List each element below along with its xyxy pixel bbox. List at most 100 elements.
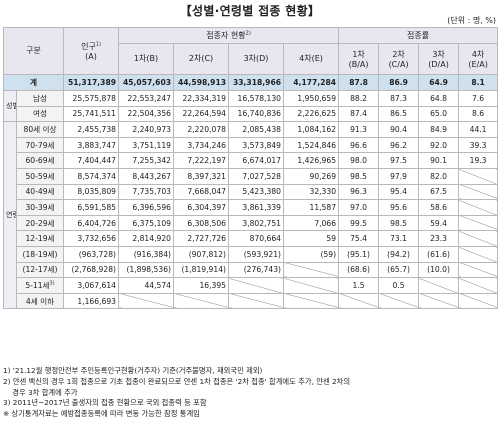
cell-r3: 64.9	[418, 73, 460, 92]
cell-d2	[173, 292, 230, 310]
cell-r4	[458, 246, 499, 263]
cell-r1: 88.2	[338, 90, 380, 107]
cell-pop: (2,768,928)	[63, 261, 120, 279]
cell-d2: 22,264,594	[173, 105, 230, 123]
cell-d1: 2,240,973	[118, 121, 175, 138]
cell-r2: 95.4	[378, 183, 420, 201]
cell-d3: 16,740,836	[228, 105, 285, 123]
table-row: 4세 이하 1,166,693	[4, 292, 499, 310]
cell-pop: 25,575,878	[63, 90, 120, 107]
cell-r2: (65.7)	[378, 261, 420, 279]
footnote: 1) '21.12월 행정안전부 주민등록인구현황(거주자) 기준(거주불명자,…	[3, 366, 263, 375]
cell-d4: 7,066	[283, 214, 340, 232]
header-rate1-label: 1차	[352, 49, 365, 59]
table-row: 70-79세 3,883,747 3,751,119 3,734,246 3,573,8…	[4, 136, 499, 154]
group-label-gender: 성별	[3, 90, 17, 123]
header-dose2: 2차(C)	[173, 42, 230, 75]
cell-r4	[458, 214, 499, 232]
cell-r2: 86.5	[378, 105, 420, 123]
header-population-label: 인구	[81, 41, 96, 51]
table-row: 여성 25,741,511 22,504,356 22,264,594 16,740,8…	[4, 105, 499, 123]
table-row: 40-49세 8,035,809 7,735,703 7,668,047 5,423,3…	[4, 183, 499, 201]
cell-r1: 1.5	[338, 277, 380, 294]
header-population: 인구1) (A)	[63, 27, 120, 75]
cell-d2: 2,220,078	[173, 121, 230, 138]
header-rate: 접종률	[338, 27, 499, 44]
cell-d3: 6,674,017	[228, 152, 285, 170]
cell-d4: 1,524,846	[283, 136, 340, 154]
cell-pop: 3,732,656	[63, 230, 120, 248]
cell-d2: 16,395	[173, 277, 230, 294]
table-row: 성별남성25,575,87822,553,24722,334,31916,578…	[3, 90, 499, 123]
header-population-sup: 1)	[95, 41, 101, 48]
row-label: 남성	[15, 90, 65, 107]
cell-r3: 90.1	[418, 152, 460, 170]
cell-r3: 64.8	[418, 90, 460, 107]
cell-r3: 67.5	[418, 183, 460, 201]
cell-d3: (593,921)	[228, 246, 285, 263]
cell-d1: 45,057,603	[118, 73, 175, 92]
table-row: 30-39세 6,591,585 6,396,596 6,304,397 3,861,3…	[4, 199, 499, 216]
table-body: 계 51,317,389 45,057,603 44,598,913 33,318,96…	[2, 73, 499, 310]
footnotes: 1) '21.12월 행정안전부 주민등록인구현황(거주자) 기준(거주불명자,…	[3, 366, 497, 420]
cell-d4: 1,950,659	[283, 90, 340, 107]
cell-d3: 3,573,849	[228, 136, 285, 154]
header-category: 구분	[2, 27, 65, 75]
table-row: 5-11세3) 3,067,614 44,574 16,395 1.5 0.5	[4, 277, 499, 294]
cell-d4: 1,426,965	[283, 152, 340, 170]
cell-r4: 44.1	[458, 121, 499, 138]
cell-d2: 8,397,321	[173, 168, 230, 185]
cell-r4: 19.3	[458, 152, 499, 170]
cell-r4: 7.6	[458, 90, 499, 107]
cell-d3: 3,802,751	[228, 214, 285, 232]
cell-r2: 95.6	[378, 199, 420, 216]
table-row: 60-69세 7,404,447 7,255,342 7,222,197 6,674,0…	[4, 152, 499, 170]
cell-pop: 8,035,809	[63, 183, 120, 201]
cell-d1: 22,553,247	[118, 90, 175, 107]
cell-d3: (276,743)	[228, 261, 285, 279]
cell-r3: 82.0	[418, 168, 460, 185]
cell-r4	[458, 261, 499, 279]
row-label: 30-39세	[15, 199, 65, 216]
cell-d2: 2,727,726	[173, 230, 230, 248]
cell-r1: 99.5	[338, 214, 380, 232]
table-row: 20-29세 6,404,726 6,375,109 6,308,506 3,802,7…	[4, 214, 499, 232]
cell-d2: 6,308,506	[173, 214, 230, 232]
cell-d4: (59)	[283, 246, 340, 263]
row-label: 60-69세	[15, 152, 65, 170]
cell-d4: 32,330	[283, 183, 340, 201]
cell-d4: 90,269	[283, 168, 340, 185]
cell-d2: 6,304,397	[173, 199, 230, 216]
unit-label: (단위 : 명, %)	[447, 16, 496, 25]
footnote: ※ 상기통계자료는 예방접종등록에 따라 변동 가능한 잠정 통계임	[3, 409, 200, 419]
cell-r1: (95.1)	[338, 246, 380, 263]
cell-pop: 6,404,726	[63, 214, 120, 232]
cell-r3	[418, 277, 460, 294]
cell-d2: 22,334,319	[173, 90, 230, 107]
cell-r4: 8.6	[458, 105, 499, 123]
cell-r1: 91.3	[338, 121, 380, 138]
table-row-total: 계 51,317,389 45,057,603 44,598,913 33,318,96…	[2, 73, 499, 92]
cell-d1: 3,751,119	[118, 136, 175, 154]
cell-d1: (916,384)	[118, 246, 175, 263]
cell-pop: 8,574,374	[63, 168, 120, 185]
header-rate1: 1차 (B/A)	[338, 42, 380, 75]
cell-r3: 59.4	[418, 214, 460, 232]
cell-d3: 2,085,438	[228, 121, 285, 138]
cell-d2: 7,222,197	[173, 152, 230, 170]
cell-r1: 75.4	[338, 230, 380, 248]
cell-pop: 51,317,389	[63, 73, 120, 92]
row-label: (18-19세)	[15, 246, 65, 263]
row-label: 40-49세	[15, 183, 65, 201]
cell-d1: 6,375,109	[118, 214, 175, 232]
row-label-sup: 3)	[49, 280, 55, 287]
row-label: 20-29세	[15, 214, 65, 232]
cell-d2: 7,668,047	[173, 183, 230, 201]
footnote: 경우 3차 합계에 추가	[3, 387, 78, 397]
header-rate4-label: 4차	[471, 49, 485, 59]
cell-d3: 3,861,339	[228, 199, 285, 216]
cell-d3: 33,318,966	[228, 73, 285, 92]
cell-d4	[283, 261, 340, 279]
footnote: 3) 2011년~2017년 출생자의 접종 현황으로 국외 접종력 등 포함	[3, 398, 207, 408]
cell-d3	[228, 292, 285, 310]
